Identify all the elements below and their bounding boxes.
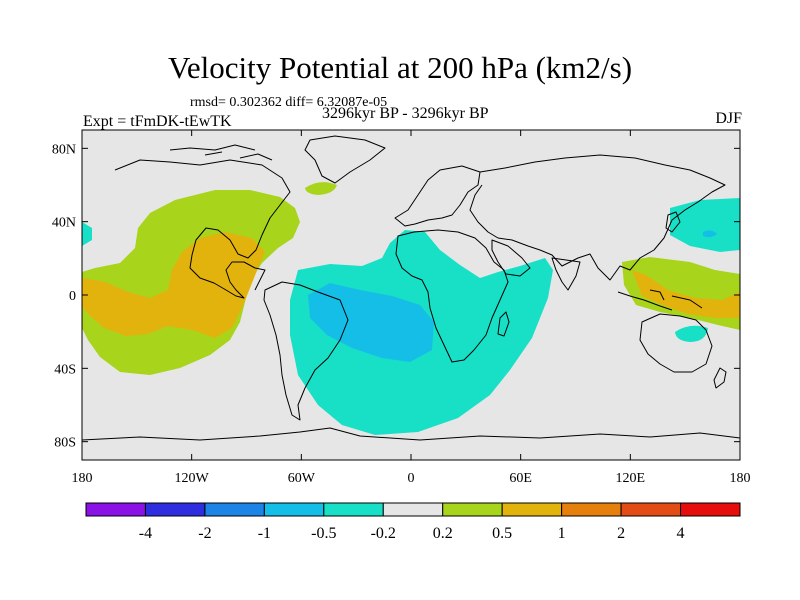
stats-label: rmsd= 0.302362 diff= 6.32087e-05 bbox=[190, 95, 388, 110]
coastline-new-zealand bbox=[713, 367, 727, 389]
colorbar-box-1 bbox=[144, 502, 206, 517]
colorbar-label-7: 1 bbox=[558, 525, 566, 542]
contour-fill-layer bbox=[82, 182, 740, 435]
colorbar-box-0 bbox=[85, 502, 146, 517]
coastline-layer bbox=[81, 135, 741, 441]
period-label: 3296kyr BP - 3296kyr BP bbox=[322, 105, 489, 122]
coastline-africa bbox=[395, 229, 509, 363]
colorbar-box-8 bbox=[561, 502, 622, 517]
season-label: DJF bbox=[715, 110, 742, 127]
chart-title: Velocity Potential at 200 hPa (km2/s) bbox=[167, 50, 633, 85]
x-tick-label-1: 120W bbox=[175, 471, 210, 486]
colorbar-box-9 bbox=[620, 502, 682, 517]
colorbar-box-2 bbox=[204, 502, 265, 517]
y-tick-label-0: 80N bbox=[52, 142, 76, 157]
colorbar-box-5 bbox=[382, 502, 444, 517]
colorbar-box-3 bbox=[263, 502, 325, 517]
coastline-asia bbox=[469, 154, 726, 281]
coastline-madagascar bbox=[497, 311, 510, 337]
experiment-label: Expt = tFmDK-tEwTK bbox=[83, 113, 232, 130]
y-tick-label-1: 40N bbox=[52, 216, 76, 231]
colorbar-label-3: -0.5 bbox=[311, 525, 336, 542]
colorbar-label-5: 0.2 bbox=[433, 525, 453, 542]
coastline-north-america-arctic bbox=[169, 144, 273, 161]
x-tick-label-2: 60W bbox=[288, 471, 316, 486]
negative-region-nw-pacific-core bbox=[703, 230, 717, 238]
x-tick-label-5: 120E bbox=[616, 471, 646, 486]
negative-region-atlantic-core bbox=[308, 283, 434, 362]
x-tick-label-6: 180 bbox=[730, 471, 751, 486]
coastline-europe bbox=[394, 165, 481, 227]
colorbar-box-10 bbox=[680, 502, 741, 517]
positive-region-pacific-core bbox=[82, 232, 265, 338]
coastline-antarctica bbox=[81, 427, 741, 441]
coastline-india bbox=[551, 257, 581, 291]
colorbar: -4 -2 -1 -0.5 -0.2 0.2 0.5 1 2 4 bbox=[85, 502, 741, 542]
colorbar-label-9: 4 bbox=[677, 525, 685, 542]
coastline-arabia bbox=[491, 239, 531, 277]
positive-region-west-pacific-core bbox=[632, 270, 740, 318]
colorbar-label-0: -4 bbox=[139, 525, 152, 542]
colorbar-box-6 bbox=[442, 502, 503, 517]
coastline-south-america bbox=[263, 281, 349, 421]
x-tick-label-0: 180 bbox=[72, 471, 93, 486]
x-tick-label-3: 0 bbox=[408, 471, 415, 486]
coastline-australia bbox=[639, 313, 713, 373]
negative-region-australia bbox=[675, 325, 708, 342]
coastline-japan bbox=[665, 211, 681, 233]
colorbar-label-6: 0.5 bbox=[492, 525, 512, 542]
axis-ticks: 180 120W 60W 0 60E 120E 180 80N 40N 0 40S 80S bbox=[52, 130, 751, 486]
colorbar-box-7 bbox=[501, 502, 563, 517]
y-tick-label-3: 40S bbox=[54, 362, 76, 377]
coastline-north-america bbox=[114, 159, 291, 299]
colorbar-label-8: 2 bbox=[617, 525, 625, 542]
colorbar-label-2: -1 bbox=[258, 525, 271, 542]
x-tick-label-4: 60E bbox=[509, 471, 532, 486]
coastline-greenland bbox=[304, 135, 386, 184]
coastline-indonesia bbox=[617, 289, 703, 311]
y-tick-label-4: 80S bbox=[54, 436, 76, 451]
colorbar-box-4 bbox=[323, 502, 384, 517]
colorbar-label-4: -0.2 bbox=[371, 525, 396, 542]
negative-region-west-edge bbox=[82, 222, 92, 246]
colorbar-label-1: -2 bbox=[198, 525, 211, 542]
y-tick-label-2: 0 bbox=[69, 289, 76, 304]
positive-region-greenland bbox=[305, 182, 337, 195]
negative-region-nw-pacific bbox=[670, 198, 740, 252]
